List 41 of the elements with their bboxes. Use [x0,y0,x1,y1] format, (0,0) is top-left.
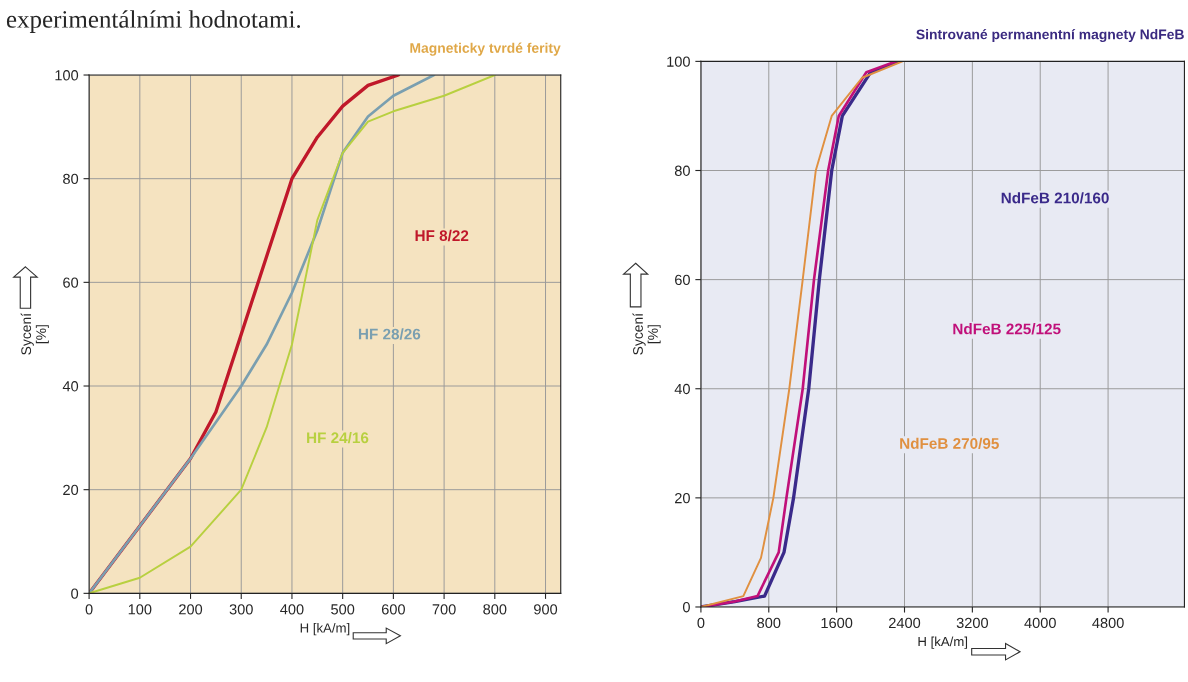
x-tick-label: 300 [229,604,253,615]
x-tick-label: 400 [280,604,304,615]
text: HF 28/26 [358,328,421,340]
x-tick-label: 4800 [1092,617,1124,629]
x-axis-title: H [kA/m] [300,622,350,636]
text: experimentálními hodnotami. [6,10,301,33]
y-axis-title: Sycení [%] [20,313,49,355]
x-tick-label: 800 [757,617,781,629]
x-tick-label: 1600 [821,617,853,629]
x-tick-label: 200 [179,604,203,615]
text: NdFeB 225/125 [953,323,1061,335]
x-tick-label: 2400 [889,617,921,629]
y-tick-label: 20 [63,484,79,496]
x-tick-label: 600 [381,604,405,615]
x-axis-title: H [kA/m] [918,636,968,649]
x-tick-label: 800 [483,604,507,615]
y-tick-label: 100 [667,56,690,67]
y-tick-label: 20 [675,492,690,504]
text: HF 24/16 [307,431,369,444]
chart-title: Sintrované permanentní magnety NdFeB [916,28,1184,43]
x-tick-label: 3200 [956,617,989,629]
y-tick-label: 40 [62,381,79,392]
text: NdFeB 270/95 [900,437,999,450]
x-tick-label: 900 [534,604,558,615]
x-tick-label: 100 [128,604,152,615]
text: HF 8/22 [415,229,469,242]
y-tick-label: 0 [71,588,79,599]
x-tick-label: 0 [697,617,705,629]
x-tick-label: 500 [331,604,355,615]
y-tick-label: 40 [674,383,690,395]
x-tick-label: 0 [85,604,93,615]
text: NdFeB 210/160 [1001,192,1109,204]
y-tick-label: 60 [63,277,79,288]
y-tick-label: 100 [55,70,79,81]
y-axis-title: Sycení [%] [632,313,661,355]
x-tick-label: 700 [432,604,456,615]
chart-title: Magneticky tvrdé ferity [410,42,561,56]
y-tick-label: 60 [675,274,690,286]
x-tick-label: 4000 [1024,617,1056,629]
y-tick-label: 80 [674,165,690,176]
y-tick-label: 80 [63,173,79,185]
